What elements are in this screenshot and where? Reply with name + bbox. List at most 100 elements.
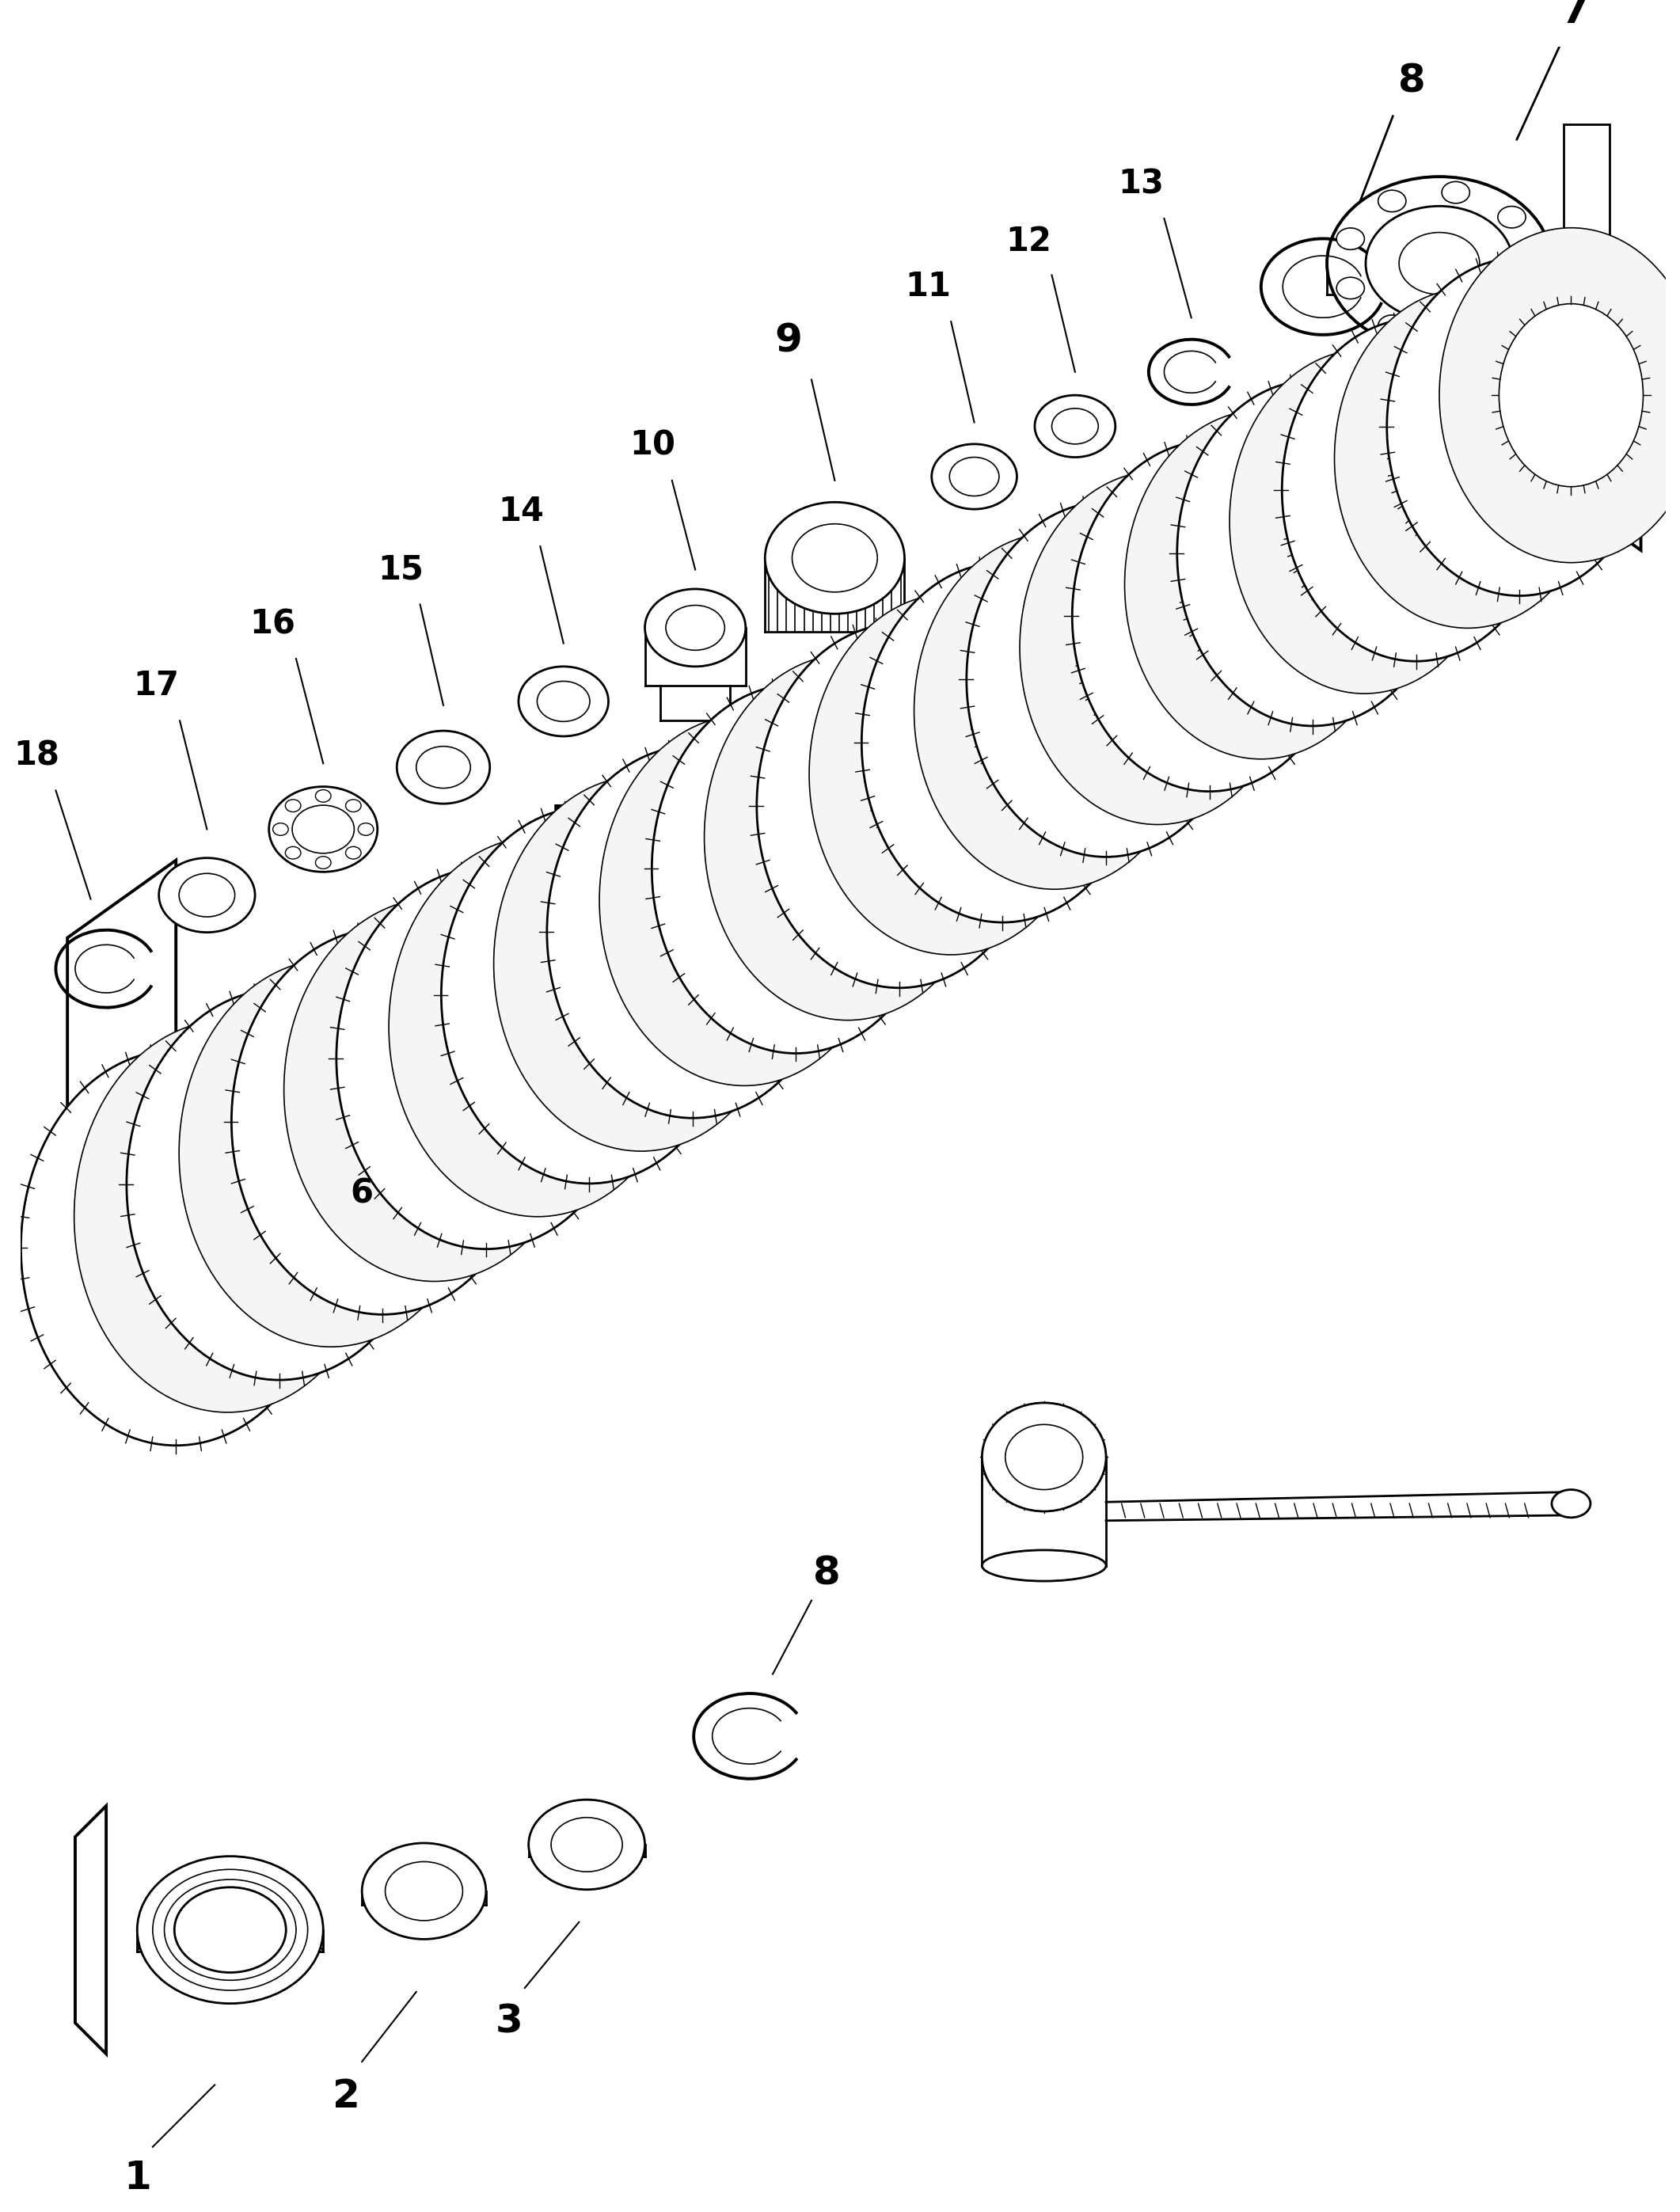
Text: 4: 4 — [657, 1011, 679, 1044]
Text: 13: 13 — [1117, 168, 1164, 201]
Ellipse shape — [561, 860, 722, 1066]
Ellipse shape — [1453, 343, 1586, 511]
Ellipse shape — [1334, 288, 1601, 628]
Ellipse shape — [316, 856, 331, 869]
Text: 16: 16 — [250, 608, 296, 641]
Text: 8: 8 — [1398, 62, 1426, 100]
Ellipse shape — [665, 799, 823, 1002]
Ellipse shape — [1441, 323, 1470, 345]
Text: 4: 4 — [435, 1130, 459, 1164]
Ellipse shape — [1072, 440, 1347, 792]
Text: 4: 4 — [885, 902, 909, 936]
Ellipse shape — [361, 1843, 486, 1940]
Ellipse shape — [1082, 551, 1233, 745]
Ellipse shape — [180, 874, 235, 916]
Ellipse shape — [810, 593, 1094, 956]
Ellipse shape — [966, 502, 1245, 856]
Ellipse shape — [417, 745, 470, 787]
Ellipse shape — [1178, 380, 1448, 726]
Ellipse shape — [1552, 1489, 1591, 1517]
Ellipse shape — [180, 960, 482, 1347]
Ellipse shape — [494, 776, 788, 1150]
Ellipse shape — [932, 653, 1074, 832]
Ellipse shape — [1327, 177, 1552, 349]
Ellipse shape — [1337, 276, 1364, 299]
Text: 10: 10 — [630, 429, 675, 462]
Text: 4: 4 — [773, 956, 796, 989]
Ellipse shape — [292, 805, 354, 854]
Ellipse shape — [346, 847, 361, 858]
Ellipse shape — [538, 681, 590, 721]
Ellipse shape — [724, 776, 869, 960]
Ellipse shape — [412, 962, 561, 1155]
Ellipse shape — [1499, 206, 1525, 228]
Ellipse shape — [307, 1026, 459, 1217]
Ellipse shape — [874, 675, 1028, 874]
Ellipse shape — [519, 666, 608, 737]
Ellipse shape — [1337, 228, 1364, 250]
Ellipse shape — [978, 613, 1131, 810]
Ellipse shape — [1186, 489, 1336, 679]
Ellipse shape — [704, 655, 991, 1020]
Ellipse shape — [74, 1020, 381, 1411]
Ellipse shape — [286, 847, 301, 858]
Ellipse shape — [1388, 259, 1651, 595]
Text: 6: 6 — [904, 889, 927, 922]
Ellipse shape — [1441, 181, 1470, 204]
Ellipse shape — [346, 799, 361, 812]
Ellipse shape — [272, 823, 289, 836]
Text: 6: 6 — [793, 945, 815, 978]
Text: 6: 6 — [568, 1057, 590, 1091]
Ellipse shape — [1520, 252, 1547, 274]
Ellipse shape — [1394, 365, 1541, 551]
Polygon shape — [1564, 124, 1609, 449]
Ellipse shape — [160, 858, 255, 931]
Ellipse shape — [1005, 1425, 1084, 1489]
Ellipse shape — [388, 836, 687, 1217]
Ellipse shape — [1499, 299, 1525, 321]
Ellipse shape — [269, 787, 378, 872]
Ellipse shape — [232, 929, 534, 1314]
Ellipse shape — [793, 524, 877, 593]
Ellipse shape — [529, 1801, 645, 1889]
Ellipse shape — [1052, 409, 1099, 445]
Text: 4: 4 — [544, 1068, 568, 1102]
Text: 9: 9 — [774, 323, 801, 361]
Ellipse shape — [126, 989, 432, 1380]
Ellipse shape — [99, 1150, 254, 1347]
Ellipse shape — [1230, 349, 1499, 695]
Text: 6: 6 — [680, 998, 702, 1033]
Ellipse shape — [1141, 529, 1277, 703]
Ellipse shape — [284, 898, 585, 1281]
Text: 6: 6 — [455, 1119, 479, 1152]
Ellipse shape — [20, 1051, 331, 1444]
Ellipse shape — [203, 1086, 354, 1283]
Ellipse shape — [652, 684, 941, 1053]
Ellipse shape — [862, 562, 1144, 922]
Text: 6: 6 — [1025, 832, 1048, 865]
Text: 4: 4 — [1117, 785, 1141, 818]
Ellipse shape — [442, 807, 738, 1183]
Text: 8: 8 — [813, 1555, 840, 1593]
Text: 14: 14 — [497, 495, 544, 529]
Text: 15: 15 — [378, 553, 423, 586]
Text: 11: 11 — [906, 270, 951, 303]
Text: 4: 4 — [1001, 843, 1025, 876]
Ellipse shape — [1282, 319, 1551, 661]
Ellipse shape — [769, 737, 926, 938]
Ellipse shape — [353, 984, 516, 1194]
Text: 5: 5 — [549, 803, 578, 841]
Ellipse shape — [1035, 396, 1116, 458]
Ellipse shape — [1020, 471, 1295, 825]
Ellipse shape — [914, 533, 1194, 889]
Ellipse shape — [756, 624, 1042, 989]
Text: 1: 1 — [123, 2159, 151, 2197]
Ellipse shape — [764, 502, 904, 613]
Ellipse shape — [1378, 190, 1406, 212]
Ellipse shape — [665, 606, 724, 650]
Ellipse shape — [1037, 591, 1176, 768]
Ellipse shape — [1290, 427, 1438, 617]
Ellipse shape — [516, 902, 664, 1088]
Ellipse shape — [1378, 314, 1406, 336]
Text: 2: 2 — [333, 2077, 360, 2115]
